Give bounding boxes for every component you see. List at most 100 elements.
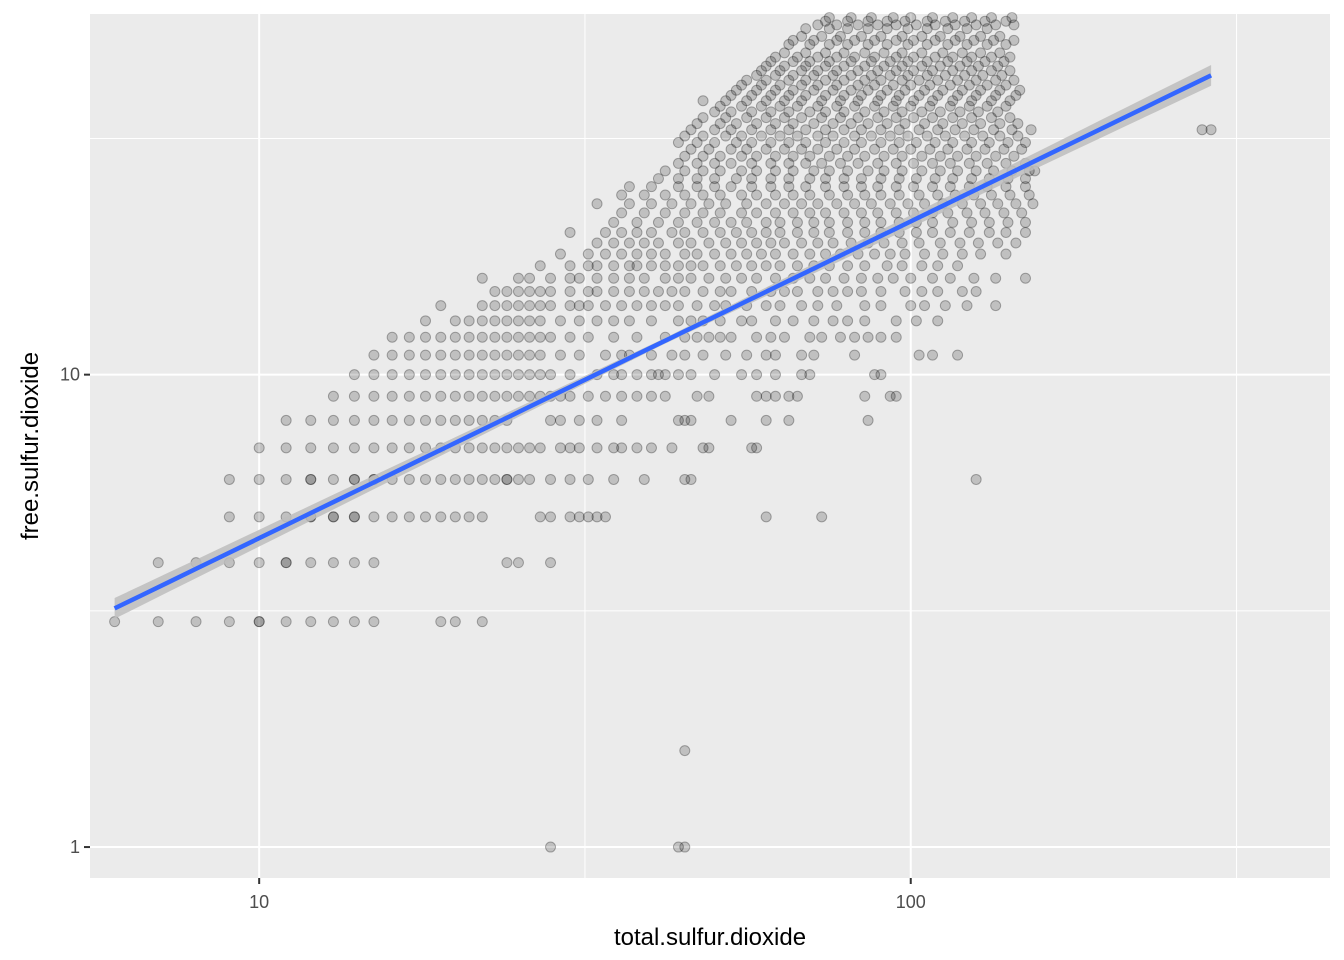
data-point [952, 74, 964, 86]
data-point [730, 226, 742, 238]
data-point [783, 181, 795, 193]
data-point [760, 143, 772, 155]
data-point [1019, 181, 1031, 193]
data-point [501, 473, 513, 485]
data-point [760, 112, 772, 124]
data-point [714, 118, 726, 130]
data-point [975, 198, 987, 210]
data-point [890, 315, 902, 327]
data-point [751, 442, 763, 454]
data-point [327, 442, 339, 454]
data-point [564, 369, 576, 381]
data-point [368, 414, 380, 426]
data-point [746, 157, 758, 169]
data-point [463, 414, 475, 426]
data-point [280, 616, 292, 628]
data-point [890, 207, 902, 219]
data-point [996, 69, 1008, 81]
data-point [524, 369, 536, 381]
data-point [796, 79, 808, 91]
data-point [534, 315, 546, 327]
data-point [697, 442, 709, 454]
data-point [979, 15, 991, 27]
data-point [463, 473, 475, 485]
data-point [899, 15, 911, 27]
data-point [890, 95, 902, 107]
data-point [927, 181, 939, 193]
data-point [990, 150, 1002, 162]
data-point [975, 30, 987, 42]
data-point [859, 74, 871, 86]
data-point [881, 23, 893, 35]
data-point [778, 331, 790, 343]
data-point [679, 130, 691, 142]
data-point [787, 150, 799, 162]
data-point [765, 157, 777, 169]
data-point [1004, 65, 1016, 77]
data-point [403, 369, 415, 381]
data-point [875, 74, 887, 86]
data-point [966, 65, 978, 77]
data-point [939, 130, 951, 142]
data-point [463, 511, 475, 523]
data-point [685, 124, 697, 136]
data-point [253, 557, 265, 569]
data-point [573, 442, 585, 454]
data-point [956, 248, 968, 260]
data-point [591, 511, 603, 523]
data-point [1000, 248, 1012, 260]
data-point [769, 349, 781, 361]
data-point [736, 79, 748, 91]
data-point [348, 414, 360, 426]
data-point [545, 414, 557, 426]
data-point [652, 285, 664, 297]
data-point [741, 112, 753, 124]
data-point [979, 207, 991, 219]
data-point [994, 30, 1006, 42]
data-point [449, 331, 461, 343]
data-point [645, 181, 657, 193]
data-point [908, 157, 920, 169]
data-point [872, 65, 884, 77]
data-point [827, 84, 839, 96]
data-point [934, 237, 946, 249]
data-point [859, 189, 871, 201]
data-point [932, 74, 944, 86]
data-point [765, 237, 777, 249]
data-point [746, 315, 758, 327]
data-point [463, 331, 475, 343]
data-point [223, 511, 235, 523]
data-point [838, 124, 850, 136]
data-point [1004, 112, 1016, 124]
data-point [679, 189, 691, 201]
data-point [820, 60, 832, 72]
data-point [449, 315, 461, 327]
data-point [463, 349, 475, 361]
data-point [977, 130, 989, 142]
data-point [534, 349, 546, 361]
data-point [947, 12, 959, 24]
data-point [808, 216, 820, 228]
data-point [862, 414, 874, 426]
data-point [849, 143, 861, 155]
data-point [573, 300, 585, 312]
data-point [831, 100, 843, 112]
data-point [672, 841, 684, 853]
data-point [855, 181, 867, 193]
data-point [1016, 207, 1028, 219]
data-point [489, 473, 501, 485]
regression-line-group [113, 65, 1213, 619]
data-point [679, 473, 691, 485]
data-point [929, 19, 941, 31]
data-point [679, 745, 691, 757]
data-point [631, 369, 643, 381]
data-point [944, 100, 956, 112]
data-point [963, 226, 975, 238]
data-point [599, 390, 611, 402]
data-point [403, 390, 415, 402]
data-point [534, 331, 546, 343]
data-point [908, 51, 920, 63]
data-point [905, 300, 917, 312]
data-point [691, 300, 703, 312]
data-point [947, 216, 959, 228]
